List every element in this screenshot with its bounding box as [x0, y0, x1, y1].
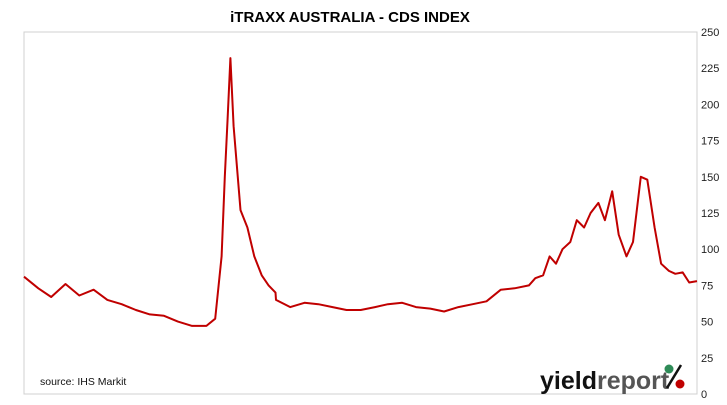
logo-part-yield: yield: [540, 367, 597, 395]
y-tick-label: 25: [701, 353, 713, 365]
y-tick-label: 225: [701, 63, 719, 75]
y-tick-label: 75: [701, 280, 713, 292]
plot-frame: [23, 31, 698, 395]
chart-title: iTRAXX AUSTRALIA - CDS INDEX: [230, 9, 470, 26]
y-tick-label: 100: [701, 244, 719, 256]
y-tick-label: 200: [701, 99, 719, 111]
y-tick-label: 250: [701, 27, 719, 39]
logo-part-report: report: [597, 367, 670, 395]
y-tick-label: 50: [701, 317, 713, 329]
source-label: source: IHS Markit: [40, 376, 126, 388]
y-tick-label: 0: [701, 389, 707, 400]
percent-logo-icon: [664, 364, 685, 389]
logo-text: yieldreport: [540, 367, 670, 395]
y-axis-ticks: 0 25 50 75 100 125 150 175 200 225 250: [701, 27, 719, 401]
y-tick-label: 150: [701, 172, 719, 184]
series-line: [23, 57, 698, 327]
y-tick-label: 175: [701, 136, 719, 148]
y-tick-label: 125: [701, 208, 719, 220]
yieldreport-logo: yieldreport: [540, 364, 685, 395]
